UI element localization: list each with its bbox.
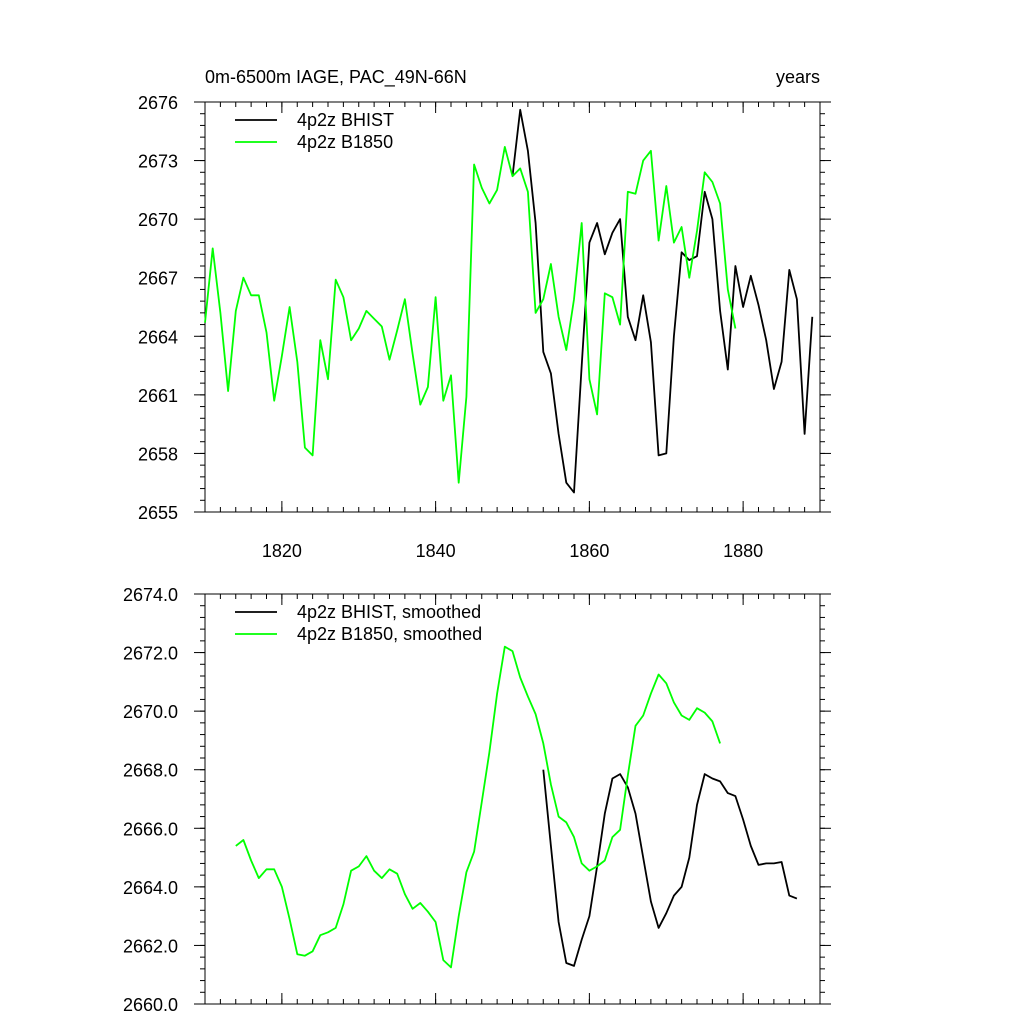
y-tick-label: 2661 [138, 386, 178, 406]
series-line [235, 645, 721, 969]
chart-title-left: 0m-6500m IAGE, PAC_49N-66N [205, 67, 467, 88]
bottom-plot-panel: 2660.0 2662.0 2664.0 2666.0 2668.0 2670.0 2672… [123, 585, 831, 1015]
legend-label: 4p2z BHIST [297, 110, 394, 130]
series-line [542, 769, 798, 967]
x-tick-label: 1880 [723, 541, 763, 561]
plot-frame [204, 593, 821, 1005]
y-tick-label: 2667 [138, 269, 178, 289]
y-tick-label: 2664 [138, 327, 178, 347]
y-tick-label: 2670 [138, 210, 178, 230]
y-tick-label: 2655 [138, 503, 178, 523]
series-line [204, 145, 737, 484]
y-tick-label: 2662.0 [123, 936, 178, 956]
y-tick-label: 2658 [138, 444, 178, 464]
series-line [511, 108, 814, 494]
y-tick-label: 2672.0 [123, 644, 178, 664]
legend-label: 4p2z BHIST, smoothed [297, 602, 481, 622]
y-tick-label: 2664.0 [123, 878, 178, 898]
legend-label: 4p2z B1850, smoothed [297, 624, 482, 644]
y-tick-label: 2676 [138, 93, 178, 113]
chart-title-right: years [776, 67, 820, 87]
y-tick-label: 2668.0 [123, 761, 178, 781]
y-tick-label: 2674.0 [123, 585, 178, 605]
plot-frame [204, 101, 821, 513]
x-tick-label: 1840 [416, 541, 456, 561]
x-tick-label: 1820 [262, 541, 302, 561]
y-tick-label: 2673 [138, 152, 178, 172]
legend-label: 4p2z B1850 [297, 132, 393, 152]
y-tick-label: 2666.0 [123, 819, 178, 839]
y-tick-label: 2670.0 [123, 702, 178, 722]
top-plot-panel: 1820 1840 1860 1880 2655 2658 2661 2664 2667 2670… [138, 93, 831, 561]
y-tick-label: 2660.0 [123, 995, 178, 1015]
x-tick-label: 1860 [569, 541, 609, 561]
